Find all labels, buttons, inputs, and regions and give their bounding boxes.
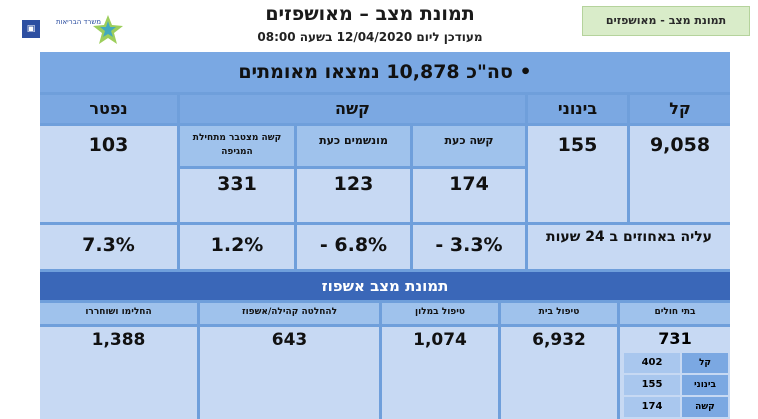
change-deceased: 7.3% [40,225,177,269]
change-cumulative: 1.2% [180,225,294,269]
stats-panel: • סה"כ 10,878 נמצאו מאומתים קל בינוני קש… [40,52,730,419]
page-header: ▣ משרד הבריאות תמונת מצב – מאושפזים מעוד… [0,0,758,50]
hospitalization-title: תמונת מצב אשפוז [40,272,730,300]
change-severe-current: - 3.3% [413,225,525,269]
value-mild: 9,058 [630,126,730,222]
breakdown-value: 155 [624,375,680,395]
value-hospitals: 731 [658,329,692,348]
col-home: טיפול בית [501,303,617,324]
hospitals-cell: 731 קל 402 בינוני 155 קשה 174 [620,327,730,419]
breakdown-value: 402 [624,353,680,373]
ministry-logo: ▣ משרד הבריאות [22,14,132,46]
value-severe-current: 174 [413,169,525,222]
breakdown-row: בינוני 155 [622,375,728,395]
breakdown-row: קל 402 [622,353,728,373]
subheader-cumulative: קשה מצטבר מתחילת המגיפה [180,126,294,166]
star-logo-icon [93,15,123,44]
section-tag: תמונת מצב - מאושפזים [582,6,750,36]
header-mild: קל [630,95,730,123]
col-hotel: טיפול במלון [382,303,498,324]
subheader-ventilated: מונשמים כעת [297,126,410,166]
breakdown-value: 174 [624,397,680,417]
value-undecided: 643 [200,327,379,419]
value-ventilated: 123 [297,169,410,222]
logo-text: משרד הבריאות [56,18,102,26]
update-timestamp: מעודכן ליום 12/04/2020 בשעה 08:00 [257,30,483,44]
change-ventilated: - 6.8% [297,225,410,269]
col-recovered: החלימו ושוחררו [40,303,197,324]
value-recovered: 1,388 [40,327,197,419]
value-moderate: 155 [528,126,627,222]
breakdown-label: בינוני [682,375,728,395]
subheader-severe-current: קשה כעת [413,126,525,166]
breakdown-label: קל [682,353,728,373]
total-confirmed: • סה"כ 10,878 נמצאו מאומתים [40,52,730,92]
logo-square-icon: ▣ [22,20,40,38]
value-home: 6,932 [501,327,617,419]
page-title: תמונת מצב – מאושפזים [265,3,475,25]
breakdown-label: קשה [682,397,728,417]
header-severe: קשה [180,95,525,123]
breakdown-row: קשה 174 [622,397,728,417]
col-hospitals: בתי חולים [620,303,730,324]
col-undecided: להחלטה קהילה/אשפוז [200,303,379,324]
value-deceased: 103 [40,126,177,222]
value-cumulative: 331 [180,169,294,222]
change-label: עליה באחוזים ב 24 שעות [528,225,730,269]
header-deceased: נפטר [40,95,177,123]
value-hotel: 1,074 [382,327,498,419]
header-moderate: בינוני [528,95,627,123]
